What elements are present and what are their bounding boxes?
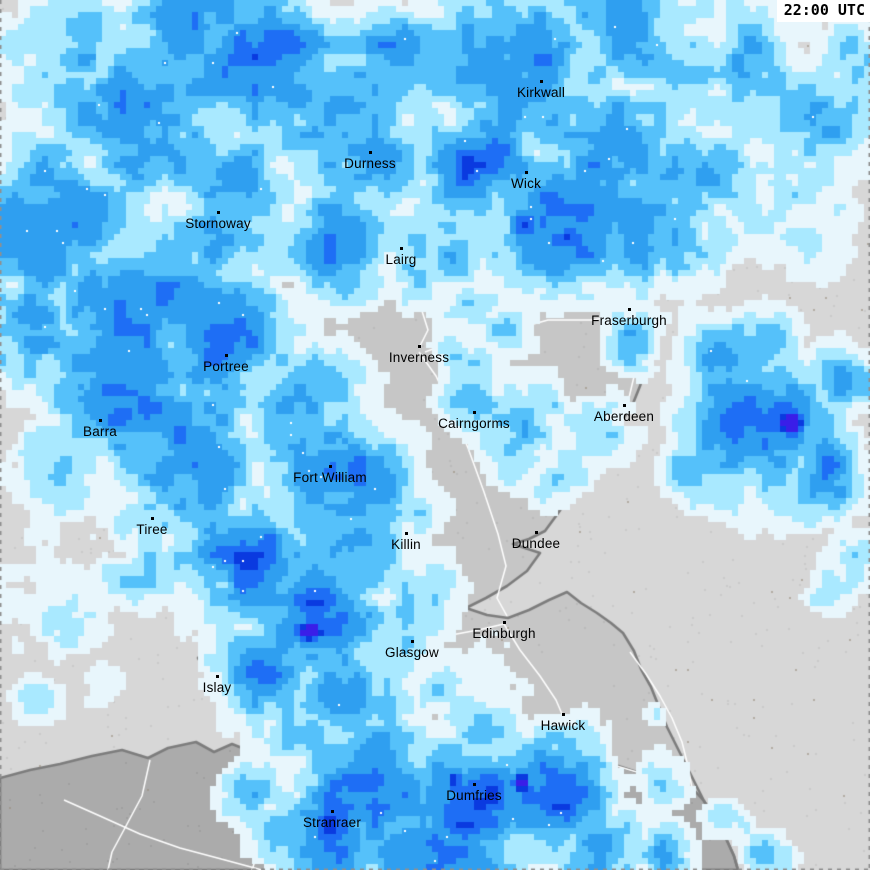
timestamp-badge: 22:00 UTC <box>776 0 870 22</box>
